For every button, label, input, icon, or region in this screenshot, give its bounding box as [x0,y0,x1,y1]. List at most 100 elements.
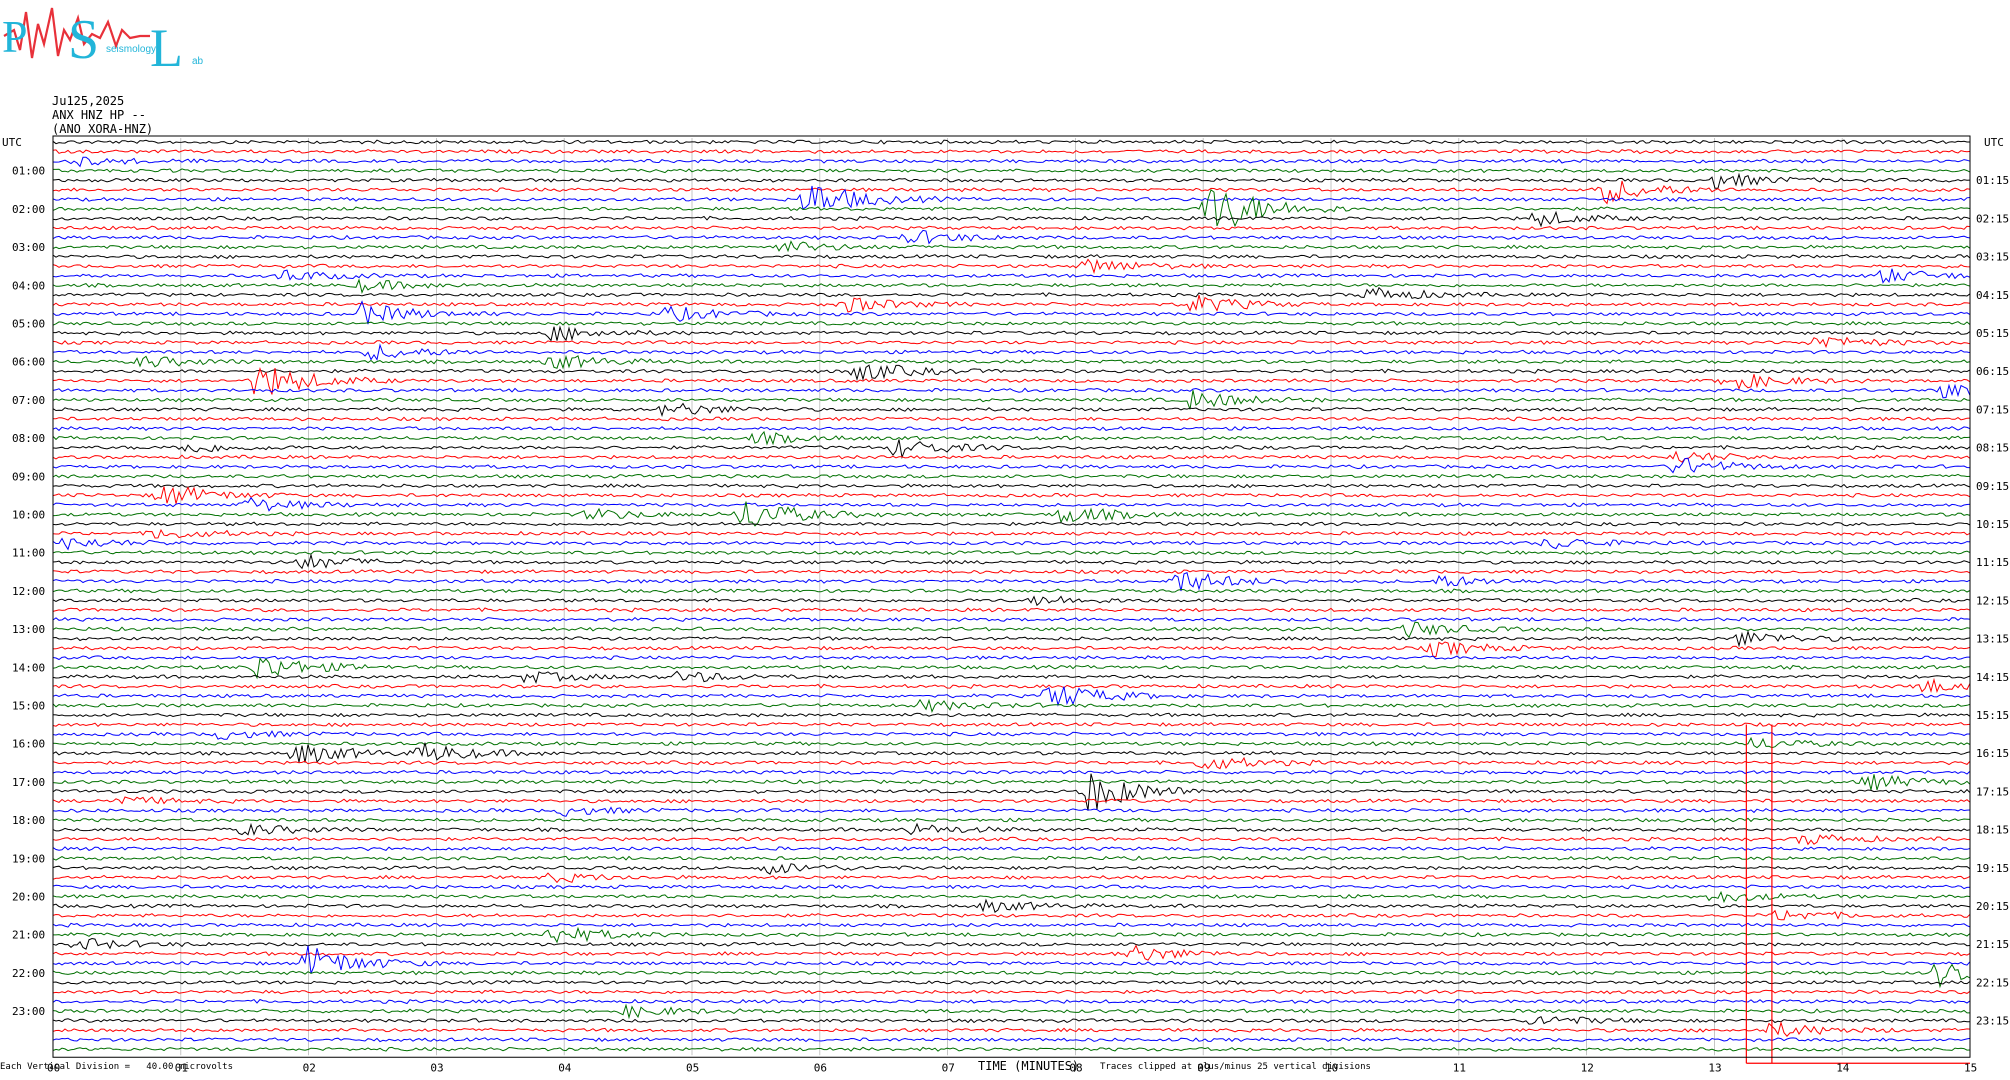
seismic-trace-46 [52,572,1971,592]
left-hour-label: 15:00 [12,699,45,712]
left-hour-label: 07:00 [12,394,45,407]
left-hour-label: 13:00 [12,623,45,636]
seismic-trace-28 [52,402,1971,418]
seismic-trace-20 [53,325,1971,342]
seismic-trace-31 [52,430,1971,446]
left-hour-label: 22:00 [12,967,45,980]
right-hour-label: 07:15 [1976,403,2009,416]
seismic-trace-45 [52,569,1971,575]
seismic-trace-95 [52,1046,1971,1052]
logo-word-seismology: seismology [106,44,156,55]
left-hour-label: 16:00 [12,738,45,751]
footer-clip-note: Traces clipped at plus/minus 25 vertical… [1100,1062,1371,1072]
seismic-trace-72 [52,822,1971,836]
seismic-trace-52 [52,629,1971,648]
seismic-trace-75 [52,855,1971,861]
seismic-trace-6 [52,185,1971,210]
seismic-trace-64 [52,742,1971,763]
x-tick-label: 14 [1836,1061,1850,1074]
seismic-trace-88 [52,979,1971,986]
seismic-trace-49 [52,607,1971,613]
x-tick-label: 04 [558,1061,572,1074]
seismic-trace-90 [52,998,1971,1005]
left-axis-label: UTC [2,136,22,149]
logo-wave [3,7,150,59]
x-tick-label: 09 [1197,1061,1210,1074]
seismic-trace-25 [52,367,1971,395]
seismic-trace-24 [52,364,1971,382]
right-hour-label: 20:15 [1976,900,2009,913]
seismic-trace-54 [52,655,1970,661]
x-tick-label: 01 [175,1061,188,1074]
right-hour-label: 16:15 [1976,747,2009,760]
seismic-trace-5 [52,180,1971,205]
header-date: Ju125,2025 [52,94,125,108]
left-hour-label: 05:00 [12,317,45,330]
left-hour-label: 08:00 [12,432,45,445]
left-hour-label: 02:00 [12,203,45,216]
x-tick-label: 15 [1964,1061,1977,1074]
clip-markers [1745,724,1970,1064]
seismic-trace-16 [52,286,1971,300]
seismic-trace-36 [52,483,1971,489]
right-hour-label: 13:15 [1976,633,2009,646]
logo-letter-s: S [68,9,99,71]
seismic-trace-3 [53,168,1971,174]
right-hour-label: 10:15 [1976,518,2009,531]
seismic-trace-84 [52,937,1971,950]
x-tick-label: 02 [303,1061,316,1074]
seismic-trace-33 [52,450,1971,463]
seismic-trace-57 [52,677,1971,694]
seismic-trace-71 [52,817,1971,823]
seismic-trace-83 [53,926,1971,944]
left-hour-label: 10:00 [12,508,45,521]
seismic-trace-32 [52,439,1971,460]
x-tick-label: 03 [430,1061,443,1074]
seismic-trace-10 [52,229,1971,245]
left-hour-label: 06:00 [12,356,45,369]
seismic-trace-27 [52,390,1971,410]
seismic-trace-15 [52,278,1971,294]
psl-logo: P S L seismology ab [2,7,204,72]
seismic-trace-51 [52,621,1971,639]
seismic-trace-38 [52,496,1971,512]
seismic-trace-21 [52,336,1971,349]
right-hour-label: 11:15 [1976,556,2009,569]
seismic-trace-39 [52,501,1971,527]
left-hour-label: 21:00 [12,929,45,942]
seismic-trace-78 [52,884,1971,890]
seismic-trace-19 [52,320,1971,326]
left-hour-label: 19:00 [12,852,45,865]
left-hour-label: 17:00 [12,776,45,789]
trace-group [52,139,1971,1052]
seismic-trace-14 [52,268,1971,284]
seismic-trace-92 [52,1016,1970,1025]
right-hour-label: 08:15 [1976,442,2009,455]
right-hour-label: 05:15 [1976,327,2009,340]
seismic-trace-86 [52,945,1971,974]
seismic-trace-42 [52,537,1971,551]
seismic-trace-30 [52,425,1971,432]
seismic-trace-63 [52,736,1971,749]
seismic-trace-56 [52,670,1971,684]
logo-letter-l: L [150,18,183,72]
seismic-trace-89 [52,989,1971,995]
seismic-trace-41 [52,528,1971,539]
right-hour-label: 14:15 [1976,671,2009,684]
seismic-trace-66 [52,769,1971,775]
minute-gridlines [52,138,1971,1056]
left-hour-label: 09:00 [12,470,45,483]
seismic-trace-47 [52,588,1971,594]
seismic-trace-43 [52,550,1971,556]
seismic-trace-68 [52,773,1971,811]
seismic-trace-58 [52,686,1971,707]
x-axis-title: TIME (MINUTES) [978,1059,1080,1073]
left-hour-label: 18:00 [12,814,45,827]
right-hour-label: 21:15 [1976,938,2009,951]
x-tick-label: 12 [1581,1061,1594,1074]
x-tick-label: 11 [1453,1061,1466,1074]
seismic-trace-7 [52,189,1971,228]
seismic-trace-37 [52,486,1971,504]
right-hour-label: 23:15 [1976,1015,2009,1028]
seismic-trace-62 [52,730,1970,740]
